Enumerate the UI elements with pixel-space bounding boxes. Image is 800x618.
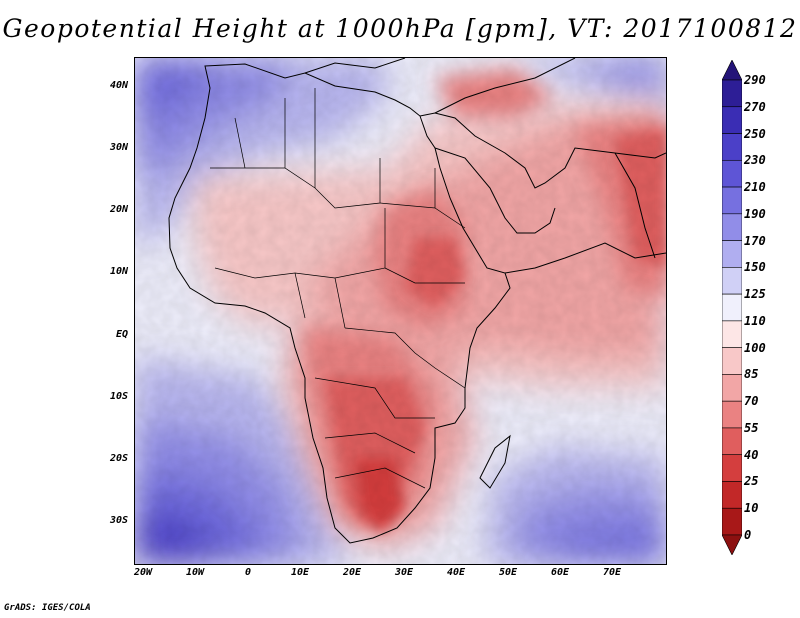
colorbar-swatch xyxy=(722,427,742,456)
colorbar-swatch xyxy=(722,374,742,402)
colorbar-swatch xyxy=(722,454,742,482)
colorbar-swatch xyxy=(722,133,742,161)
colorbar-swatch xyxy=(722,159,742,188)
colorbar-label: 290 xyxy=(744,73,766,87)
lon-label-10e: 10E xyxy=(290,567,310,578)
lat-label-eq: EQ xyxy=(115,329,128,340)
colorbar-label: 100 xyxy=(744,340,766,355)
colorbar xyxy=(722,60,742,555)
colorbar-label: 270 xyxy=(744,99,766,114)
colorbar-swatch xyxy=(722,213,742,241)
colorbar-label: 25 xyxy=(744,474,759,489)
colorbar-label: 170 xyxy=(744,233,766,248)
map-panel[interactable] xyxy=(134,57,667,565)
colorbar-swatch xyxy=(722,106,742,134)
lon-label-30e: 30E xyxy=(394,567,414,578)
colorbar-label: 150 xyxy=(744,260,766,275)
colorbar-label: 40 xyxy=(744,447,759,462)
colorbar-top-arrow xyxy=(722,60,742,81)
colorbar-swatch xyxy=(722,347,742,375)
colorbar-swatch xyxy=(722,186,742,215)
lon-label-40e: 40E xyxy=(446,567,466,578)
colorbar-label: 85 xyxy=(744,367,759,382)
colorbar-swatch xyxy=(722,267,742,295)
lon-label-60e: 60E xyxy=(550,567,570,578)
geopotential-map xyxy=(135,58,666,564)
colorbar-label: 110 xyxy=(744,313,766,328)
colorbar-swatch xyxy=(722,400,742,429)
lon-label-20w: 20W xyxy=(133,567,153,578)
colorbar-swatch xyxy=(722,293,742,322)
colorbar-label: 250 xyxy=(744,126,766,141)
lon-label-0: 0 xyxy=(244,567,252,578)
colorbar-label: 190 xyxy=(744,206,766,221)
lon-label-10w: 10W xyxy=(185,567,205,578)
colorbar-label: 0 xyxy=(744,528,752,542)
lon-label-20e: 20E xyxy=(342,567,362,578)
lat-label-40n: 40N xyxy=(109,80,128,91)
colorbar-label: 230 xyxy=(744,153,766,168)
chart-title: Geopotential Height at 1000hPa [gpm], VT… xyxy=(2,14,798,43)
colorbar-label: 70 xyxy=(744,394,759,409)
colorbar-label: 210 xyxy=(744,180,766,195)
colorbar-swatch xyxy=(722,320,742,348)
lon-label-50e: 50E xyxy=(498,567,518,578)
lat-label-10s: 10S xyxy=(109,391,128,402)
colorbar-label: 10 xyxy=(744,501,759,516)
colorbar-swatch xyxy=(722,507,742,536)
colorbar-swatch xyxy=(722,79,742,108)
lat-label-20n: 20N xyxy=(109,204,128,215)
lon-label-70e: 70E xyxy=(602,567,622,578)
grads-credit: GrADS: IGES/COLA xyxy=(4,603,91,613)
colorbar-swatch xyxy=(722,481,742,509)
colorbar-swatch xyxy=(722,240,742,268)
colorbar-label: 55 xyxy=(744,420,759,435)
lat-label-20s: 20S xyxy=(109,453,128,464)
lat-label-30s: 30S xyxy=(109,515,128,526)
lat-label-10n: 10N xyxy=(109,266,128,277)
colorbar-label: 125 xyxy=(744,287,766,302)
colorbar-bottom-arrow xyxy=(722,534,742,555)
lat-label-30n: 30N xyxy=(109,142,128,153)
